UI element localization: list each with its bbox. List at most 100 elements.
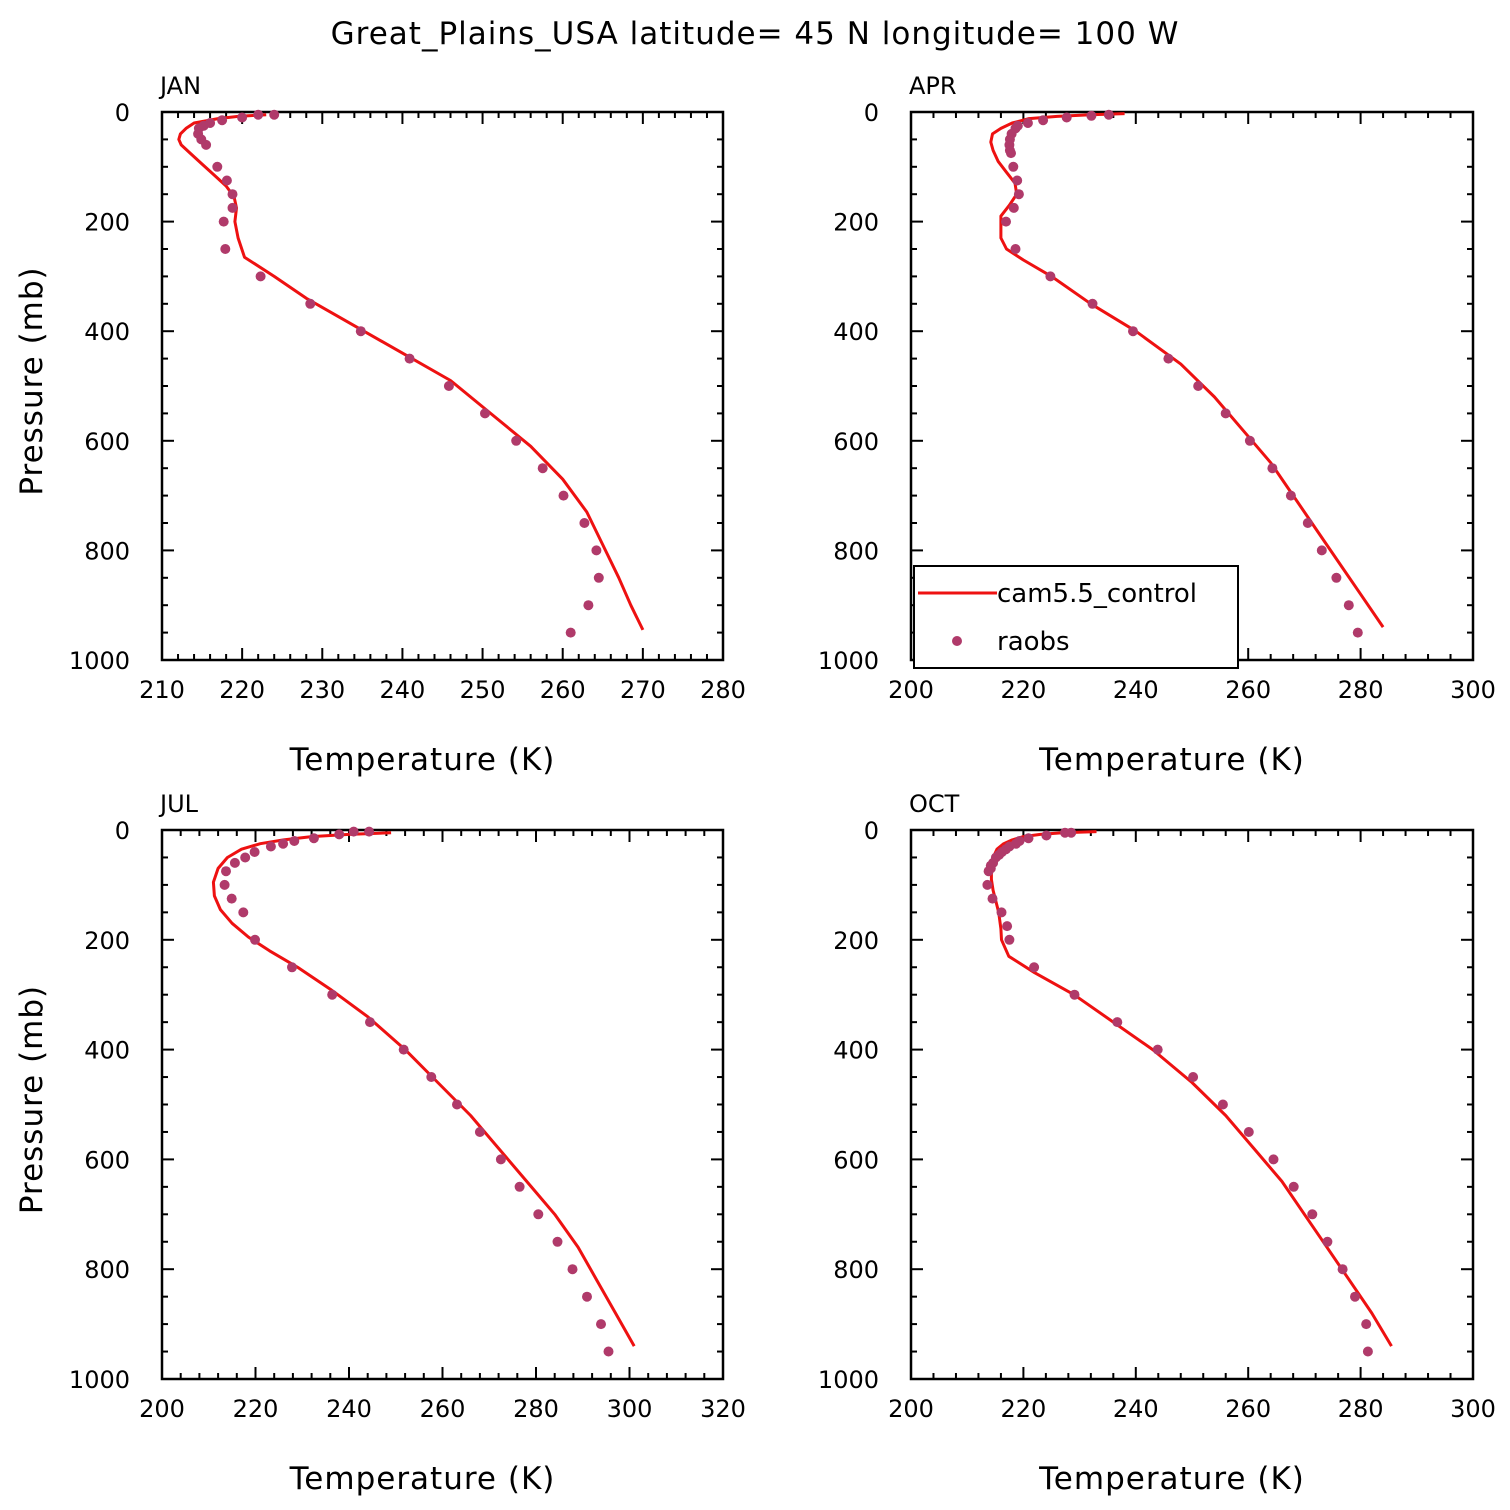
x-tick-label: 280	[1338, 1395, 1384, 1423]
y-tick-label: 400	[833, 1037, 879, 1065]
obs-point	[249, 847, 260, 857]
obs-point	[1045, 271, 1056, 282]
y-tick-label: 800	[833, 537, 879, 565]
obs-point	[227, 202, 238, 213]
x-tick-label: 250	[460, 676, 506, 704]
y-tick-label: 0	[864, 99, 879, 127]
y-tick-label: 400	[84, 1037, 130, 1065]
obs-point	[226, 893, 237, 904]
obs-point	[987, 893, 998, 904]
x-tick-label: 240	[326, 1395, 372, 1423]
y-tick-label: 400	[84, 318, 130, 346]
obs-point	[1316, 545, 1327, 556]
obs-point	[212, 161, 223, 172]
obs-point	[511, 435, 522, 446]
x-tick-label: 260	[1225, 676, 1271, 704]
obs-point	[1001, 216, 1011, 227]
plot-frame	[160, 110, 725, 662]
obs-point	[474, 1127, 485, 1137]
obs-point	[1022, 118, 1033, 128]
y-tick-label: 800	[84, 1256, 130, 1284]
obs-point	[1038, 115, 1049, 126]
obs-point	[1008, 161, 1019, 172]
obs-point	[1288, 1181, 1299, 1192]
x-tick-label: 200	[888, 676, 934, 704]
obs-point	[1004, 934, 1015, 945]
obs-point	[1343, 600, 1354, 611]
x-tick-label: 260	[540, 676, 586, 704]
obs-point	[305, 298, 316, 309]
y-tick-label: 1000	[818, 647, 879, 675]
obs-point	[495, 1154, 506, 1165]
x-tick-label: 220	[233, 1395, 279, 1423]
obs-point	[443, 381, 454, 391]
x-tick-label: 200	[139, 1395, 185, 1423]
x-tick-label: 280	[700, 676, 746, 704]
obs-point	[278, 838, 289, 849]
x-axis-title: Temperature (K)	[1038, 1461, 1305, 1497]
obs-point	[398, 1044, 409, 1055]
obs-point	[355, 326, 366, 337]
data-area	[177, 109, 645, 638]
obs-point	[558, 490, 569, 501]
obs-point	[253, 109, 264, 120]
y-tick-label: 1000	[818, 1366, 879, 1394]
y-axis-title: Pressure (mb)	[14, 266, 50, 495]
obs-point	[567, 1264, 578, 1275]
obs-point	[1188, 1072, 1199, 1082]
obs-point	[289, 836, 300, 846]
obs-point	[229, 857, 240, 868]
obs-point	[603, 1346, 614, 1357]
x-tick-label: 300	[607, 1395, 653, 1423]
x-tick-label: 320	[700, 1395, 746, 1423]
obs-point	[1128, 326, 1138, 337]
obs-point	[1041, 830, 1052, 841]
obs-point	[1061, 112, 1072, 123]
obs-point	[1352, 627, 1363, 638]
x-axis-title: Temperature (K)	[289, 1461, 556, 1497]
x-tick-label: 300	[1450, 1395, 1496, 1423]
obs-point	[1163, 353, 1174, 364]
obs-point	[1006, 148, 1016, 159]
x-tick-label: 230	[299, 676, 345, 704]
y-tick-label: 200	[833, 927, 879, 955]
x-axis-title: Temperature (K)	[1038, 742, 1305, 778]
obs-point	[1069, 989, 1080, 1000]
obs-point	[238, 907, 249, 918]
x-tick-label: 220	[1000, 676, 1046, 704]
obs-point	[1008, 202, 1019, 213]
x-tick-label: 210	[139, 676, 185, 704]
panel-label: APR	[909, 72, 957, 100]
obs-point	[237, 112, 248, 123]
y-tick-label: 800	[84, 537, 130, 565]
x-tick-label: 220	[1000, 1395, 1046, 1423]
obs-point	[579, 518, 590, 528]
obs-point	[480, 408, 490, 419]
obs-point	[1268, 1154, 1279, 1165]
data-area	[989, 109, 1385, 638]
obs-point	[1060, 827, 1070, 838]
y-tick-label: 600	[833, 428, 879, 456]
x-tick-label: 240	[380, 676, 426, 704]
obs-point	[1086, 110, 1097, 121]
x-tick-label: 270	[620, 676, 666, 704]
panels: 210 220 230 240 250 260 270 280 0 200 400 600 800 100…	[14, 72, 1496, 1497]
obs-point	[1267, 463, 1278, 474]
x-tick-label: 260	[1225, 1395, 1271, 1423]
obs-point	[582, 1291, 592, 1302]
obs-point	[227, 189, 238, 200]
y-axis-title: Pressure (mb)	[14, 985, 50, 1214]
legend-obs-swatch	[952, 636, 962, 646]
obs-point	[1361, 1319, 1372, 1330]
obs-point	[1012, 175, 1023, 186]
obs-point	[1029, 962, 1040, 973]
obs-point	[565, 627, 576, 638]
y-tick-label: 1000	[69, 647, 130, 675]
x-tick-label: 240	[1113, 676, 1159, 704]
x-tick-label: 280	[1338, 676, 1384, 704]
obs-point	[404, 353, 415, 364]
x-tick-label: 220	[219, 676, 265, 704]
obs-point	[219, 879, 230, 890]
obs-point	[1285, 490, 1296, 501]
